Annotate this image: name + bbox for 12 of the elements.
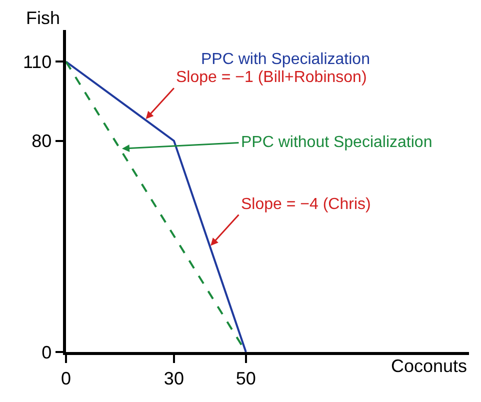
y-tick-label: 80 — [32, 131, 52, 152]
text: PPC without Specialization — [241, 134, 432, 151]
x-tick-label: 30 — [164, 368, 184, 388]
annotation: Slope = −1 (Bill+Robinson) — [176, 69, 367, 86]
x-axis-title: Coconuts — [391, 356, 468, 376]
text: PPC with Specialization — [201, 51, 370, 68]
y-axis-title: Fish — [26, 8, 60, 28]
y-tick-label: 0 — [42, 342, 52, 362]
y-tick-label: 110 — [22, 52, 52, 72]
annotation: Slope = −4 (Chris) — [241, 196, 371, 213]
x-tick-label: 50 — [236, 368, 256, 388]
x-tick-label: 0 — [60, 368, 72, 388]
